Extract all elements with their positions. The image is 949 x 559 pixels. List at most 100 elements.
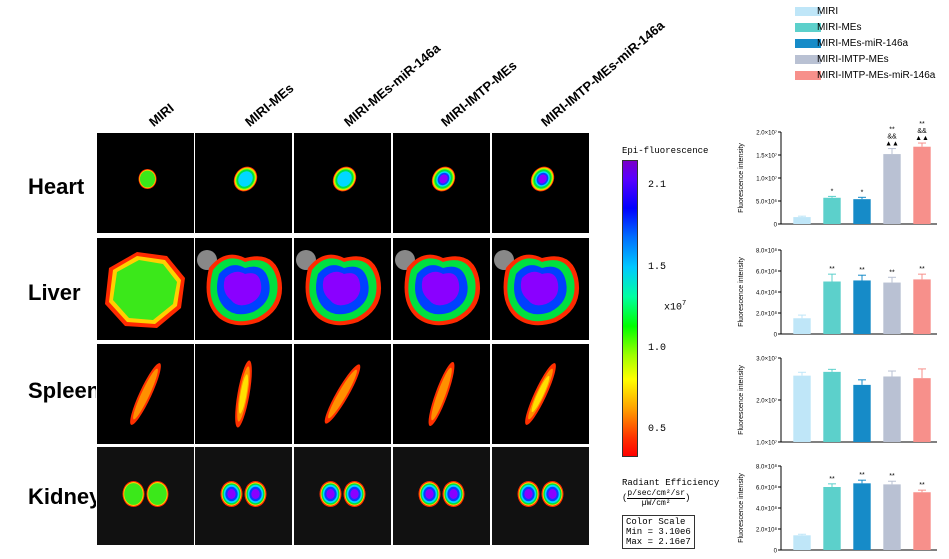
- y-tick-label: 1.0×10⁷: [756, 440, 777, 447]
- column-label-miri: MIRI: [146, 100, 177, 130]
- fluorescence-image: [293, 237, 392, 341]
- bar: [793, 375, 811, 442]
- significance-label: **: [889, 473, 895, 480]
- bar-chart-kidney: Fluorescence intensity 0 2.0×10⁸ 4.0×10⁸ 6.0…: [738, 464, 937, 555]
- legend-swatch: [795, 39, 821, 48]
- y-tick-label: 1.0×10⁷: [756, 176, 777, 183]
- bar: [883, 282, 901, 334]
- y-tick-label: 6.0×10⁸: [756, 269, 778, 276]
- colorbar-unit: x107: [664, 300, 687, 314]
- significance-label: **: [919, 121, 925, 128]
- colorbar-tick: 1.5: [648, 262, 667, 273]
- significance-label: &&: [917, 128, 927, 135]
- colorbar-tick: 1.0: [648, 343, 667, 354]
- bar: [913, 492, 931, 550]
- y-tick-label: 6.0×10⁸: [756, 485, 778, 492]
- y-tick-label: 2.0×10⁸: [756, 527, 778, 534]
- significance-label: *: [861, 189, 864, 196]
- bar: [913, 279, 931, 334]
- y-tick-label: 2.0×10⁷: [756, 130, 777, 137]
- y-tick-label: 1.5×10⁷: [756, 153, 777, 160]
- column-label-miri-mes-mir146a: MIRI-MEs-miR-146a: [341, 40, 444, 130]
- fluorescence-image: [194, 343, 293, 445]
- legend-swatch: [795, 55, 821, 64]
- significance-label: **: [919, 482, 925, 489]
- bar: [883, 484, 901, 550]
- colorbar-tick: 2.1: [648, 180, 667, 191]
- y-tick-label: 8.0×10⁸: [756, 464, 778, 471]
- fluorescence-image: [392, 446, 491, 546]
- y-tick-label: 3.0×10⁷: [756, 356, 777, 363]
- bar: [913, 146, 931, 224]
- bar-chart-liver: Fluorescence intensity 0 2.0×10⁸ 4.0×10⁸ 6.0…: [738, 248, 937, 339]
- y-tick-label: 0: [774, 549, 778, 555]
- fluorescence-image: [491, 343, 590, 445]
- legend-swatch: [795, 23, 821, 32]
- legend-swatch: [795, 7, 821, 16]
- bar: [793, 217, 811, 224]
- bar: [823, 197, 841, 224]
- y-tick-label: 2.0×10⁷: [756, 398, 777, 405]
- y-tick-label: 4.0×10⁸: [756, 290, 778, 297]
- bar: [913, 378, 931, 442]
- significance-label: **: [889, 127, 895, 134]
- row-label-spleen: Spleen: [28, 378, 101, 403]
- y-tick-label: 8.0×10⁸: [756, 248, 778, 255]
- bar-chart-heart: Fluorescence intensity 0 5.0×10⁶ 1.0×10⁷ 1.5…: [738, 121, 937, 229]
- colorbar-title: Epi-fluorescence: [622, 146, 709, 156]
- significance-label: *: [831, 188, 834, 195]
- fluorescence-image: [491, 132, 590, 234]
- significance-label: **: [829, 266, 835, 273]
- row-label-liver: Liver: [28, 280, 81, 305]
- y-axis-label: Fluorescence intensity: [738, 473, 745, 543]
- y-tick-label: 0: [774, 223, 778, 229]
- y-axis-label: Fluorescence intensity: [738, 257, 745, 327]
- y-tick-label: 0: [774, 333, 778, 339]
- fluorescence-image: [194, 237, 293, 341]
- fluorescence-image: [293, 343, 392, 445]
- significance-label: ▲▲: [915, 135, 929, 142]
- fluorescence-image: [194, 446, 293, 546]
- bar: [823, 371, 841, 442]
- bar: [823, 487, 841, 550]
- colorbar: [622, 160, 638, 457]
- legend-swatch: [795, 71, 821, 80]
- y-axis-label: Fluorescence intensity: [738, 143, 745, 213]
- y-tick-label: 2.0×10⁸: [756, 311, 778, 318]
- fluorescence-image: [491, 237, 590, 341]
- row-label-kidney: Kidney: [28, 484, 102, 509]
- y-axis-label: Fluorescence intensity: [738, 365, 745, 435]
- bar-chart-spleen: Fluorescence intensity 1.0×10⁷ 2.0×10⁷ 3.0×…: [738, 356, 937, 447]
- bar: [853, 483, 871, 550]
- bar: [793, 535, 811, 550]
- bar: [883, 376, 901, 442]
- bar: [853, 280, 871, 334]
- column-label-miri-mes: MIRI-MEs: [242, 80, 297, 130]
- significance-label: ▲▲: [885, 141, 899, 148]
- fluorescence-image: [194, 132, 293, 234]
- bar: [853, 199, 871, 224]
- fluorescence-image: [293, 446, 392, 546]
- radiant-efficiency-label: Radiant Efficiency ( p/sec/cm²/sr µW/cm²…: [622, 478, 720, 508]
- significance-label: **: [859, 472, 865, 479]
- fluorescence-image: [96, 237, 195, 341]
- y-tick-label: 4.0×10⁸: [756, 506, 778, 513]
- row-label-heart: Heart: [28, 174, 85, 199]
- fluorescence-image: [491, 446, 590, 546]
- fluorescence-image: [392, 343, 491, 445]
- fluorescence-image: [96, 132, 195, 234]
- fluorescence-image: [96, 446, 195, 546]
- column-label-miri-imtp-mes: MIRI-IMTP-MEs: [438, 57, 520, 130]
- bar: [853, 384, 871, 442]
- fluorescence-image: [392, 237, 491, 341]
- colorbar-tick: 0.5: [648, 424, 667, 435]
- fluorescence-image: [392, 132, 491, 234]
- bar: [883, 154, 901, 224]
- significance-label: **: [919, 266, 925, 273]
- bar: [823, 281, 841, 334]
- significance-label: **: [889, 269, 895, 276]
- fluorescence-image: [96, 343, 195, 445]
- significance-label: &&: [887, 134, 897, 141]
- significance-label: **: [859, 267, 865, 274]
- fluorescence-image: [293, 132, 392, 234]
